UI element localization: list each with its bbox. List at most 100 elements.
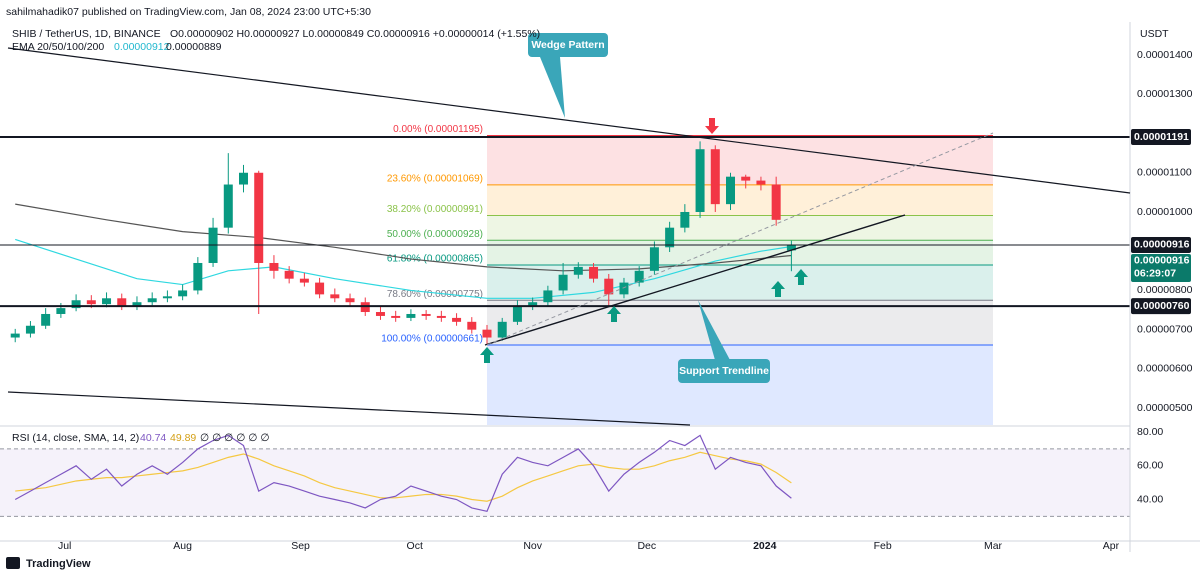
rsi-line [14, 434, 792, 513]
brand: TradingView [26, 558, 91, 570]
price-tag [1131, 253, 1191, 282]
candle-body [528, 302, 538, 307]
up-arrow [794, 269, 808, 285]
rsi-value: 40.74 [140, 432, 166, 444]
candle-body [162, 296, 172, 299]
candle-body [512, 306, 522, 322]
fib-zone [487, 344, 993, 425]
level-tag [1131, 298, 1191, 315]
candle-body [299, 278, 309, 283]
candle-body [223, 184, 233, 228]
symbol: SHIB / TetherUS, 1D, BINANCE [12, 28, 161, 40]
candle-body [102, 298, 112, 305]
rsi-placeholders: ∅ ∅ ∅ ∅ ∅ ∅ [200, 432, 269, 444]
candle-body [619, 282, 629, 295]
y-tick-label: 0.00000700 [1137, 323, 1193, 335]
y-tick-label: 0.00001000 [1137, 206, 1193, 218]
x-tick-label: Oct [407, 540, 423, 552]
rsi-sma-value: 49.89 [170, 432, 196, 444]
candle-body [375, 312, 385, 316]
rsi-tick-label: 40.00 [1137, 493, 1163, 505]
fib-label: 23.60% (0.00001069) [387, 174, 483, 185]
candle-body [391, 315, 401, 318]
fib-trend [486, 132, 994, 346]
candle-body [558, 274, 568, 291]
candle-body [10, 333, 20, 338]
candle-body [482, 329, 492, 338]
x-tick-label: Jul [58, 540, 71, 552]
rsi-title: RSI (14, close, SMA, 14, 2) [12, 432, 139, 444]
fib-label: 50.00% (0.00000928) [387, 229, 483, 240]
y-tick-label: 0.00000800 [1137, 284, 1193, 296]
candle-body [665, 227, 675, 248]
callout-box [678, 359, 770, 383]
ema-value: 0.00000912 [114, 41, 170, 53]
ohlc: O0.00000902 H0.00000927 L0.00000849 C0.0… [170, 28, 540, 40]
callout-pointer [540, 57, 565, 118]
candle-body [589, 266, 599, 279]
candle-body [680, 211, 690, 228]
fib-zone [487, 240, 993, 265]
callout-text: Wedge Pattern [531, 39, 604, 51]
candle-body [117, 298, 127, 307]
x-tick-label: Mar [984, 540, 1003, 552]
x-tick-label: Nov [523, 540, 542, 552]
candle-body [573, 266, 583, 275]
x-tick-label: Feb [874, 540, 892, 552]
candle-body [543, 290, 553, 303]
candle-body [315, 282, 325, 295]
candle-body [147, 298, 157, 303]
price-tag-label: 0.00000916 [1134, 255, 1190, 267]
y-tick-label: 0.00001100 [1137, 167, 1192, 179]
candle-body [786, 244, 796, 251]
up-arrow [607, 306, 621, 322]
candle-body [741, 176, 751, 181]
candle-body [497, 321, 507, 338]
candle-body [649, 247, 659, 271]
up-arrow [480, 347, 494, 363]
candle-body [695, 149, 705, 212]
fib-label: 38.20% (0.00000991) [387, 204, 483, 215]
x-tick-label: 2024 [753, 540, 777, 552]
down-arrow [705, 118, 719, 134]
callout-pointer [698, 300, 730, 360]
level-tag [1131, 129, 1191, 146]
candle-body [756, 180, 766, 185]
ema-line [15, 203, 792, 272]
candle-body [421, 313, 431, 316]
y-tick-label: 0.00000600 [1137, 363, 1193, 375]
candle-body [86, 300, 96, 305]
level-tag-label: 0.00000916 [1134, 239, 1190, 251]
y-tick-label: 0.00000500 [1137, 402, 1193, 414]
plot-area: 0.00% (0.00001195) 23.60% (0.00001069) 38.… [0, 124, 1130, 517]
y-tick-label: 0.00001400 [1137, 49, 1193, 61]
ema-title: EMA 20/50/100/200 [12, 41, 104, 53]
countdown: 06:29:07 [1134, 268, 1176, 280]
candle-body [269, 262, 279, 271]
ema-line [15, 238, 792, 299]
callout-box [528, 33, 608, 57]
fib-zone [487, 215, 993, 241]
wedge-lower-line [7, 391, 691, 426]
publisher: sahilmahadik07 published on TradingView.… [6, 6, 371, 18]
candle-body [239, 172, 249, 185]
fib-label: 100.00% (0.00000661) [381, 334, 483, 345]
wedge-upper-line [7, 47, 1131, 194]
candle-body [634, 270, 644, 283]
support-trendline [484, 214, 906, 346]
candle-body [330, 294, 340, 299]
level-tag-label: 0.00000760 [1134, 300, 1190, 312]
drawings: Wedge Pattern Support Trendline [7, 33, 1131, 426]
candle-body [604, 278, 614, 295]
x-tick-label: Dec [637, 540, 656, 552]
candle-body [56, 308, 66, 314]
rsi-tick-label: 80.00 [1137, 426, 1163, 438]
candle-body [771, 184, 781, 220]
candle-body [467, 321, 477, 330]
candle-body [726, 176, 736, 205]
candle-body [452, 317, 462, 322]
fib-label: 61.80% (0.00000865) [387, 254, 483, 265]
candle-body [254, 172, 264, 263]
candle-body [71, 300, 81, 309]
